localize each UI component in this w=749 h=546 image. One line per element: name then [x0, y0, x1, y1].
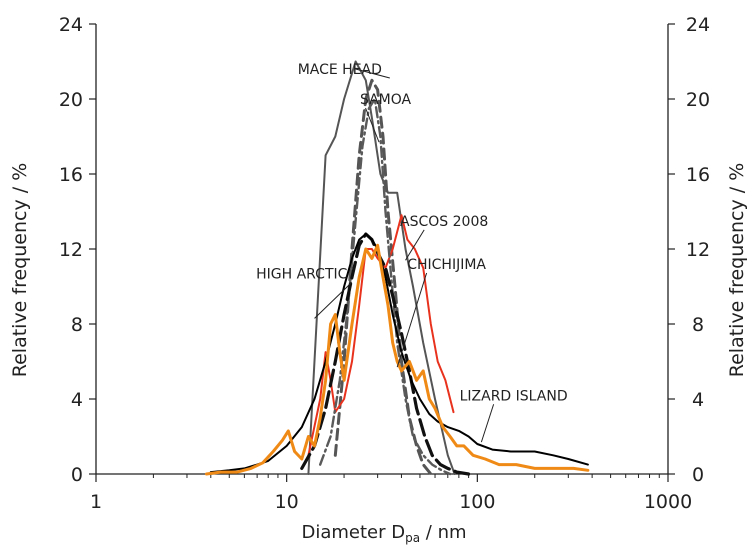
- annotation-layer: MACE HEAD SAMOA ASCOS 2008 CHICHIJIMA HIGH A…: [256, 62, 568, 443]
- y-tick-label-left: 24: [59, 14, 83, 36]
- x-axis-label: Diameter Dpa / nm: [301, 522, 466, 545]
- x-tick-label: 100: [459, 491, 495, 513]
- y-tick-label-left: 8: [71, 314, 83, 336]
- annotation-label-samoa: SAMOA: [360, 92, 412, 108]
- y-tick-label-left: 0: [71, 464, 83, 486]
- y-ticks-left: 0 4 8 12 16 20 24: [59, 14, 96, 486]
- x-tick-label: 1: [90, 491, 102, 513]
- x-axis-label-main: Diameter D: [301, 522, 405, 543]
- annotation-leader-chichijima: [396, 272, 428, 368]
- annotation-label-chichijima: CHICHIJIMA: [407, 257, 486, 273]
- annotation-label-ascos-2008: ASCOS 2008: [400, 214, 488, 230]
- series-line-high-arctic-orange: [205, 243, 590, 476]
- x-ticks: 1 10 100 1000: [90, 474, 692, 513]
- y-tick-label-right: 4: [692, 389, 704, 411]
- series-layer: [205, 60, 590, 476]
- y-tick-label-right: 24: [686, 14, 710, 36]
- y-tick-label-left: 4: [71, 389, 83, 411]
- y-tick-label-left: 20: [59, 89, 83, 111]
- y-tick-label-left: 16: [59, 164, 83, 186]
- series-line-samoa: [333, 78, 433, 476]
- x-tick-label: 1000: [644, 491, 692, 513]
- y-tick-label-right: 20: [686, 89, 710, 111]
- annotation-leader-mace-head: [355, 68, 390, 79]
- y-tick-label-right: 0: [692, 464, 704, 486]
- annotation-label-mace-head: MACE HEAD: [298, 62, 382, 78]
- series-line-high-arctic: [300, 232, 471, 476]
- y-ticks-right: 0 4 8 12 16 20 24: [668, 14, 710, 486]
- annotation-label-lizard-island: LIZARD ISLAND: [460, 388, 568, 404]
- annotation-leader-high-arctic: [314, 282, 353, 319]
- y-axis-label-right: Relative frequency / %: [726, 163, 748, 378]
- annotation-label-high-arctic: HIGH ARCTIC: [256, 266, 348, 282]
- x-tick-label: 10: [275, 491, 299, 513]
- y-tick-label-right: 8: [692, 314, 704, 336]
- y-axis-label-left: Relative frequency / %: [9, 163, 31, 378]
- annotation-leader-lizard-island: [480, 404, 495, 443]
- y-tick-label-right: 16: [686, 164, 710, 186]
- series-line-chichijima: [319, 97, 452, 476]
- x-axis-label-unit: / nm: [420, 522, 466, 543]
- annotation-leader-ascos-2008: [405, 229, 425, 261]
- annotation-leader-samoa: [365, 107, 380, 143]
- series-line-ascos-2008: [307, 214, 455, 457]
- y-tick-label-right: 12: [686, 239, 710, 261]
- x-axis-label-subscript: pa: [405, 531, 420, 545]
- y-tick-label-left: 12: [59, 239, 83, 261]
